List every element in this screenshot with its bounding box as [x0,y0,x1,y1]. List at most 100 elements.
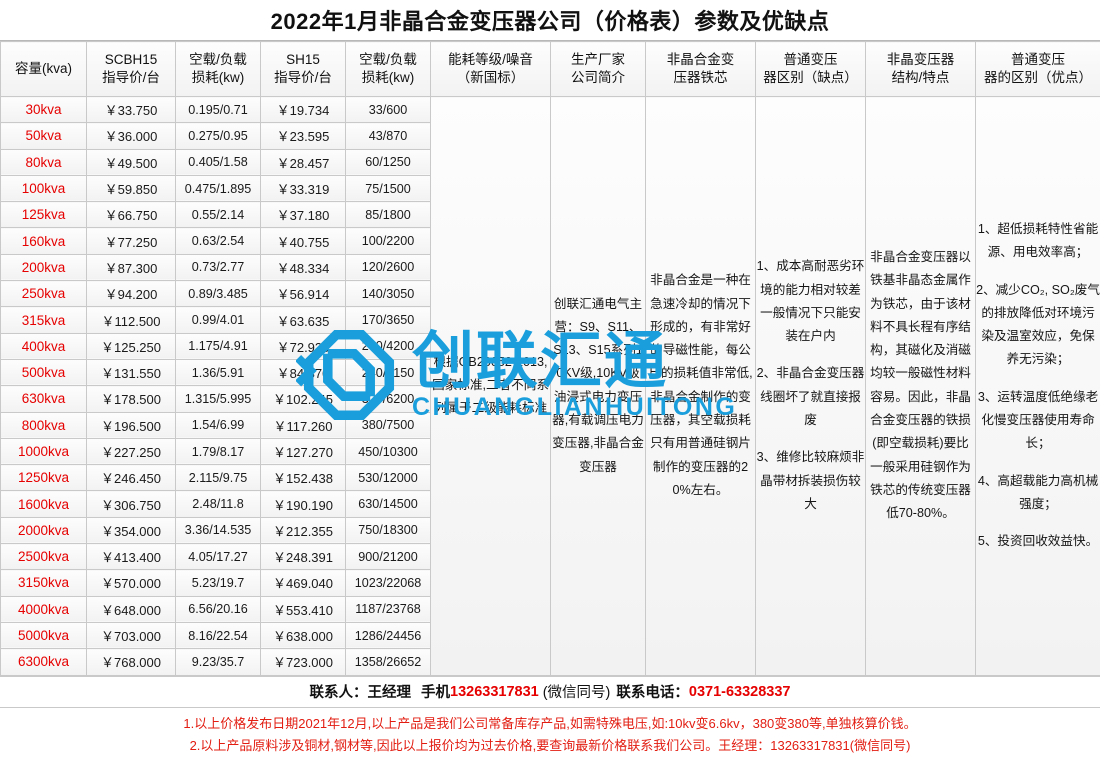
cell-scbh15-loss: 0.475/1.895 [176,175,261,201]
cell-sh15-loss: 1358/26652 [346,649,431,675]
cell-sh15-loss: 900/21200 [346,544,431,570]
cell-scbh15-price: ￥227.250 [87,438,176,464]
header-line: 器的区别（优点） [976,69,1100,87]
cell-scbh15-price: ￥354.000 [87,517,176,543]
col-header-amorphous-structure: 非晶变压器 结构/特点 [866,42,976,97]
cell-sh15-price: ￥102.245 [261,386,346,412]
cell-capacity: 630kva [1,386,87,412]
cell-sh15-price: ￥469.040 [261,570,346,596]
header-line: 结构/特点 [866,69,975,87]
cell-sh15-price: ￥48.334 [261,254,346,280]
cell-scbh15-price: ￥112.500 [87,307,176,333]
cell-scbh15-loss: 0.195/0.71 [176,97,261,123]
cell-scbh15-loss: 6.56/20.16 [176,596,261,622]
table-header: 容量(kva) SCBH15 指导价/台 空载/负载 损耗(kw) SH15 指… [1,42,1100,97]
cell-scbh15-loss: 0.275/0.95 [176,123,261,149]
cell-ordinary-cons: 1、成本高耐恶劣环境的能力相对较差一般情况下只能安装在户内 2、非晶合金变压器线圈… [756,97,866,676]
cell-sh15-price: ￥37.180 [261,202,346,228]
cell-ordinary-cons-para: 1、成本高耐恶劣环境的能力相对较差一般情况下只能安装在户内 [756,255,865,348]
cell-scbh15-price: ￥59.850 [87,175,176,201]
cell-sh15-loss: 140/3050 [346,281,431,307]
header-line: 损耗(kw) [346,69,430,87]
col-header-capacity: 容量(kva) [1,42,87,97]
header-line: SH15 [261,51,345,69]
cell-capacity: 1000kva [1,438,87,464]
header-line: 生产厂家 [551,51,645,69]
col-header-amorphous-core: 非晶合金变 压器铁芯 [646,42,756,97]
cell-sh15-price: ￥56.914 [261,281,346,307]
cell-scbh15-price: ￥87.300 [87,254,176,280]
header-line: SCBH15 [87,51,175,69]
cell-ordinary-pros-para: 2、减少CO₂, SO₂废气的排放降低对环境污染及温室效应，免保养无污染； [976,279,1100,372]
cell-scbh15-price: ￥36.000 [87,123,176,149]
cell-ordinary-pros-para: 3、运转温度低绝缘老化慢变压器使用寿命长； [976,386,1100,456]
cell-sh15-loss: 750/18300 [346,517,431,543]
header-line: 非晶合金变 [646,51,755,69]
cell-sh15-loss: 1023/22068 [346,570,431,596]
cell-scbh15-price: ￥306.750 [87,491,176,517]
cell-scbh15-price: ￥77.250 [87,228,176,254]
cell-sh15-loss: 60/1250 [346,149,431,175]
cell-ordinary-cons-para: 2、非晶合金变压器线圈坏了就直接报废 [756,362,865,432]
cell-ordinary-pros-para: 1、超低损耗特性省能源、用电效率高； [976,218,1100,265]
cell-scbh15-price: ￥570.000 [87,570,176,596]
header-line: 指导价/台 [261,69,345,87]
cell-scbh15-loss: 1.54/6.99 [176,412,261,438]
footer-note-2: 2.以上产品原料涉及铜材,钢材等,因此以上报价均为过去价格,要查询最新价格联系我… [190,735,911,754]
cell-capacity: 200kva [1,254,87,280]
header-line: 指导价/台 [87,69,175,87]
col-header-sh15-loss: 空载/负载 损耗(kw) [346,42,431,97]
footer-note-1: 1.以上价格发布日期2021年12月,以上产品是我们公司常备库存产品,如需特殊电… [183,713,916,732]
cell-capacity: 2000kva [1,517,87,543]
price-table-document: 2022年1月非晶合金变压器公司（价格表）参数及优缺点 容量(kva) SCBH… [0,0,1100,733]
contact-label: 联系人： [310,681,368,702]
cell-scbh15-loss: 3.36/14.535 [176,517,261,543]
mobile-label: 手机 [421,681,450,702]
cell-manufacturer: 创联汇通电气主营：S9、S11、S13、S15系列10KV级,10KV级油浸式电… [551,97,646,676]
cell-sh15-loss: 33/600 [346,97,431,123]
cell-sh15-price: ￥33.319 [261,175,346,201]
cell-capacity: 1250kva [1,465,87,491]
footer-notes: 1.以上价格发布日期2021年12月,以上产品是我们公司常备库存产品,如需特殊电… [0,707,1100,760]
cell-scbh15-price: ￥178.500 [87,386,176,412]
col-header-energy-grade: 能耗等级/噪音 （新国标） [431,42,551,97]
cell-scbh15-price: ￥413.400 [87,544,176,570]
cell-scbh15-loss: 9.23/35.7 [176,649,261,675]
cell-sh15-price: ￥248.391 [261,544,346,570]
transformer-price-table: 容量(kva) SCBH15 指导价/台 空载/负载 损耗(kw) SH15 指… [0,41,1100,676]
cell-capacity: 4000kva [1,596,87,622]
header-line: 公司简介 [551,69,645,87]
cell-capacity: 400kva [1,333,87,359]
cell-sh15-price: ￥212.355 [261,517,346,543]
col-header-ordinary-pros: 普通变压 器的区别（优点） [976,42,1100,97]
cell-scbh15-price: ￥703.000 [87,622,176,648]
cell-sh15-loss: 240/5150 [346,359,431,385]
cell-sh15-loss: 380/7500 [346,412,431,438]
cell-scbh15-loss: 2.115/9.75 [176,465,261,491]
cell-capacity: 2500kva [1,544,87,570]
cell-sh15-loss: 630/14500 [346,491,431,517]
cell-capacity: 500kva [1,359,87,385]
contact-line: 联系人： 王经理 手机 13263317831 (微信同号) 联系电话： 037… [0,676,1100,707]
cell-scbh15-loss: 1.79/8.17 [176,438,261,464]
phone-number: 0371-63328337 [689,684,791,700]
col-header-manufacturer: 生产厂家 公司简介 [551,42,646,97]
cell-capacity: 30kva [1,97,87,123]
page-title: 2022年1月非晶合金变压器公司（价格表）参数及优缺点 [271,4,830,36]
cell-scbh15-price: ￥49.500 [87,149,176,175]
table-container: 容量(kva) SCBH15 指导价/台 空载/负载 损耗(kw) SH15 指… [0,41,1100,676]
header-line: 普通变压 [976,51,1100,69]
cell-ordinary-cons-para: 3、维修比较麻烦非晶带材拆装损伤较大 [756,446,865,516]
cell-scbh15-loss: 0.63/2.54 [176,228,261,254]
cell-scbh15-loss: 2.48/11.8 [176,491,261,517]
cell-sh15-loss: 1187/23768 [346,596,431,622]
cell-sh15-price: ￥723.000 [261,649,346,675]
cell-capacity: 250kva [1,281,87,307]
cell-capacity: 3150kva [1,570,87,596]
cell-sh15-loss: 530/12000 [346,465,431,491]
cell-sh15-loss: 120/2600 [346,254,431,280]
cell-sh15-price: ￥117.260 [261,412,346,438]
cell-ordinary-pros-para: 4、高超载能力高机械强度； [976,470,1100,517]
header-line: 容量(kva) [1,60,86,78]
cell-scbh15-loss: 0.55/2.14 [176,202,261,228]
